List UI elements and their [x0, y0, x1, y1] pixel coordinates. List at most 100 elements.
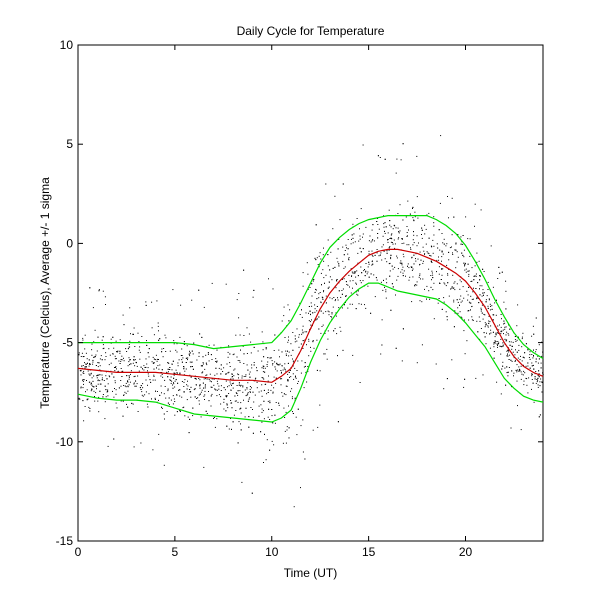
observation-dot: [240, 407, 242, 409]
observation-dot: [214, 374, 216, 376]
observation-dot: [254, 394, 256, 396]
observation-dot: [162, 376, 164, 378]
observation-dot: [395, 227, 397, 229]
observation-dot: [202, 363, 204, 365]
observation-dot: [340, 296, 342, 298]
observation-dot: [422, 260, 424, 262]
observation-dot: [151, 301, 153, 303]
observation-dot: [451, 359, 453, 361]
observation-dot: [413, 220, 415, 222]
observation-dot: [461, 252, 463, 254]
observation-dot: [451, 287, 453, 289]
observation-dot: [352, 242, 354, 244]
observation-dot: [312, 340, 314, 341]
observation-dot: [90, 383, 92, 385]
observation-dot: [463, 297, 465, 299]
observation-dot: [118, 387, 120, 389]
observation-dot: [87, 398, 89, 400]
observation-dot: [105, 396, 107, 398]
observation-dot: [287, 373, 289, 375]
observation-dot: [495, 333, 497, 335]
observation-dot: [446, 319, 448, 321]
observation-dot: [214, 426, 216, 428]
observation-dot: [361, 272, 363, 274]
observation-dot: [474, 203, 476, 205]
observation-dot: [276, 362, 278, 364]
observation-dot: [122, 370, 124, 372]
observation-dot: [98, 289, 100, 291]
observation-dot: [480, 328, 482, 329]
observation-dot: [230, 378, 232, 380]
observation-dot: [85, 352, 87, 354]
observation-dot: [285, 394, 287, 396]
observation-dot: [253, 346, 255, 348]
observation-dot: [467, 299, 469, 301]
observation-dot: [447, 282, 449, 284]
observation-dot: [480, 209, 482, 211]
observation-dot: [388, 209, 390, 211]
observation-dot: [323, 291, 324, 293]
observation-dot: [273, 444, 275, 446]
observation-dot: [482, 268, 484, 270]
observation-dot: [236, 356, 238, 358]
observation-dot: [142, 387, 144, 389]
observation-dot: [261, 395, 263, 397]
observation-dot: [247, 392, 249, 394]
observation-dot: [343, 254, 345, 256]
observation-dot: [251, 492, 253, 494]
y-tick-label: -15: [56, 534, 74, 548]
observation-dot: [417, 258, 419, 260]
observation-dot: [433, 216, 435, 218]
observation-dot: [89, 374, 91, 376]
observation-dot: [261, 384, 263, 386]
observation-dot: [389, 246, 391, 248]
observation-dot: [187, 385, 189, 387]
observation-dot: [362, 144, 364, 146]
observation-dot: [505, 308, 507, 310]
observation-dot: [510, 427, 512, 429]
observation-dot: [114, 358, 116, 360]
observation-dot: [82, 372, 84, 374]
observation-dot: [398, 231, 400, 233]
observation-dot: [519, 359, 521, 361]
observation-dot: [235, 392, 237, 394]
observation-dot: [360, 266, 362, 268]
observation-dot: [86, 358, 88, 360]
observation-dot: [468, 273, 470, 275]
observation-dot: [291, 398, 293, 400]
observation-dot: [470, 309, 471, 311]
observation-dot: [245, 375, 247, 377]
observation-dot: [469, 255, 471, 257]
observation-dot: [81, 352, 83, 354]
observation-dot: [320, 301, 322, 303]
observation-dot: [514, 361, 516, 362]
observation-dot: [301, 316, 303, 318]
observation-dot: [419, 263, 421, 265]
observation-dot: [412, 268, 414, 270]
observation-dot: [99, 374, 101, 376]
observation-dot: [392, 286, 394, 288]
observation-dot: [243, 399, 244, 401]
observation-dot: [475, 377, 477, 379]
observation-dot: [234, 368, 236, 370]
observation-dot: [413, 263, 415, 265]
observation-dot: [356, 283, 357, 285]
observation-dot: [272, 392, 274, 394]
observation-dot: [189, 352, 191, 354]
observation-dot: [437, 302, 439, 304]
observation-dot: [516, 351, 518, 353]
observation-dot: [429, 255, 431, 256]
series-lines: [77, 215, 544, 423]
observation-dot: [495, 341, 497, 342]
observation-dot: [296, 328, 298, 330]
observation-dot: [311, 295, 313, 297]
observation-dot: [161, 406, 162, 408]
observation-dot: [456, 261, 458, 263]
observation-dot: [238, 317, 240, 319]
observation-dot: [482, 289, 484, 291]
observation-dot: [441, 260, 442, 262]
observation-dot: [312, 280, 314, 282]
observation-dot: [89, 287, 91, 289]
observation-dot: [328, 311, 330, 313]
observation-dot: [89, 363, 90, 365]
